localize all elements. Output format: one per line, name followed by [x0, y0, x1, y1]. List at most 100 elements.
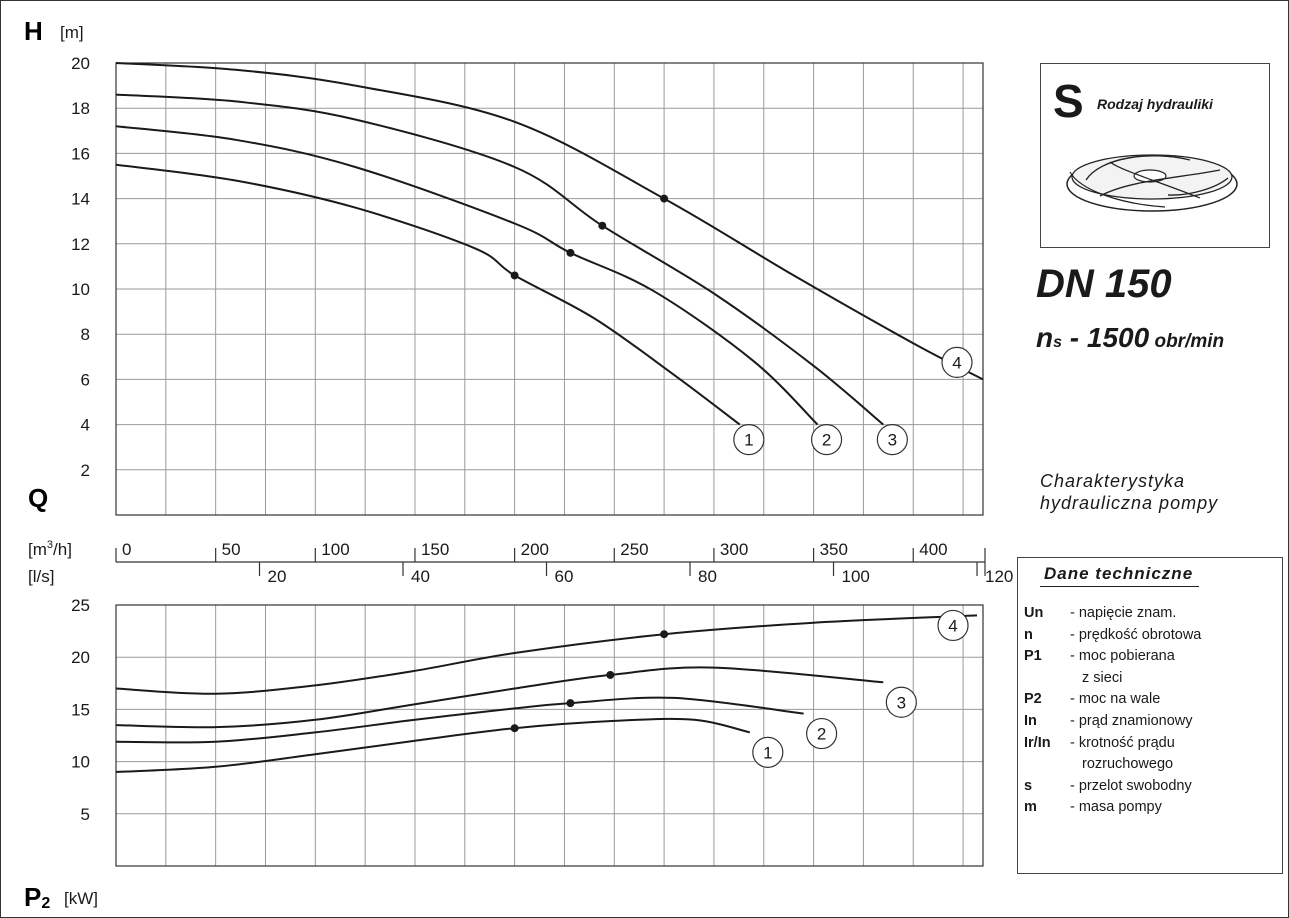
technical-data-key: P1: [1024, 648, 1042, 665]
flow-ls-tick-label: 20: [268, 567, 287, 586]
technical-data-key: n: [1024, 626, 1033, 643]
technical-data-key: [1024, 754, 1070, 776]
flow-m3h-tick-label: 0: [122, 540, 131, 559]
technical-data-row: P2 - moc na wale: [1024, 689, 1201, 711]
flow-unit-m3h: [m3/h]: [28, 539, 72, 559]
head-curve-4: [115, 62, 984, 381]
power-y-tick-label: 25: [71, 596, 90, 615]
technical-data-row: Un - napięcie znam.: [1024, 603, 1201, 625]
head-y-tick-label: 8: [81, 325, 90, 344]
technical-data-box: Dane techniczne Un - napięcie znam. n - prę…: [1017, 557, 1283, 874]
technical-data-list: Un - napięcie znam. n - prędkość obrotowa P1…: [1024, 603, 1201, 819]
technical-data-desc: rozruchowego: [1082, 756, 1174, 773]
head-curve-1: [115, 163, 741, 426]
power-duty-point-2: [566, 699, 575, 708]
power-curve-label-4: 4: [948, 616, 957, 635]
technical-data-desc: z sieci: [1082, 669, 1123, 686]
technical-data-desc: - napięcie znam.: [1070, 605, 1177, 621]
chart-caption-line-1: Charakterystyka: [1040, 471, 1186, 491]
flow-ls-tick-label: 80: [698, 567, 717, 586]
flow-m3h-tick-label: 50: [222, 540, 241, 559]
flow-m3h-tick-label: 300: [720, 540, 748, 559]
head-axis-unit: [m]: [60, 23, 84, 42]
head-y-tick-label: 4: [81, 416, 90, 435]
hydraulics-caption: Rodzaj hydrauliki: [1097, 96, 1213, 112]
head-y-tick-label: 10: [71, 280, 90, 299]
technical-data-row: rozruchowego: [1024, 754, 1201, 776]
technical-data-desc: - prąd znamionowy: [1070, 712, 1193, 729]
technical-data-key: In: [1024, 712, 1037, 729]
head-duty-point-3: [598, 221, 607, 230]
power-curve-label-1: 1: [763, 743, 772, 762]
head-y-tick-label: 20: [71, 54, 90, 73]
technical-data-desc: - przelot swobodny: [1070, 777, 1192, 794]
technical-data-title: Dane techniczne: [1040, 564, 1200, 587]
power-curves: 1 2 3 4: [115, 609, 978, 773]
power-y-tick-label: 5: [81, 805, 90, 824]
power-curve-label-circle-2: [806, 717, 838, 750]
head-curve-label-circle-4: [941, 346, 973, 378]
power-curve-3: [115, 666, 884, 729]
power-y-tick-label: 15: [71, 700, 90, 719]
technical-data-key: [1024, 668, 1070, 690]
technical-data-desc: - krotność prądu: [1070, 734, 1175, 751]
flow-ls-tick-label: 60: [555, 567, 574, 586]
flow-m3h-tick-label: 150: [421, 540, 449, 559]
head-y-tick-label: 12: [71, 235, 90, 254]
flow-ls-tick-label: 40: [411, 567, 430, 586]
technical-data-key: P2: [1024, 691, 1042, 708]
power-y-ticks: 5 10 15 20 25: [71, 596, 90, 824]
technical-data-row: Ir/In - krotność prądu: [1024, 733, 1201, 755]
power-axis-symbol: P2: [24, 882, 50, 912]
technical-data-row: n - prędkość obrotowa: [1024, 625, 1201, 647]
head-y-tick-label: 14: [71, 190, 90, 209]
power-axis-unit: [kW]: [64, 889, 98, 908]
technical-data-key: Un: [1024, 605, 1044, 621]
chart-caption-line-2: hydrauliczna pompy: [1040, 493, 1219, 513]
power-duty-point-1: [510, 724, 519, 733]
power-duty-point-4: [660, 630, 669, 639]
hydraulics-letter: S: [1053, 75, 1084, 127]
head-curve-label-circle-1: [733, 424, 765, 456]
power-y-tick-label: 10: [71, 753, 90, 772]
head-curve-2: [115, 125, 819, 426]
power-y-tick-label: 20: [71, 648, 90, 667]
speed-label: ns - 1500 obr/min: [1036, 322, 1225, 353]
flow-m3h-tick-label: 400: [919, 540, 947, 559]
head-curves: 1 2 3 4: [115, 62, 984, 456]
flow-ls-tick-label: 120: [985, 567, 1013, 586]
flow-m3h-tick-label: 200: [521, 540, 549, 559]
head-curve-label-1: 1: [744, 431, 753, 450]
power-curve-2: [115, 696, 804, 744]
head-plot-grid: [116, 63, 983, 515]
impeller-illustration: [1066, 154, 1238, 212]
head-curve-label-3: 3: [888, 431, 897, 450]
technical-data-desc: - masa pompy: [1070, 799, 1162, 816]
head-curve-label-circle-3: [876, 424, 908, 456]
head-plot-area: [115, 62, 984, 516]
power-curve-label-circle-1: [752, 736, 784, 768]
technical-data-row: In - prąd znamionowy: [1024, 711, 1201, 733]
head-y-ticks: 2 4 6 8 10 12 14 16 18 20: [71, 54, 90, 480]
head-y-tick-label: 2: [81, 461, 90, 480]
power-plot-area: [115, 604, 984, 867]
technical-data-desc: - moc pobierana: [1070, 648, 1175, 665]
head-axis-symbol: H: [24, 16, 43, 46]
technical-data-row: s - przelot swobodny: [1024, 776, 1201, 798]
flow-m3h-tick-label: 350: [820, 540, 848, 559]
power-curve-label-circle-3: [885, 686, 917, 718]
flow-m3h-tick-label: 250: [620, 540, 648, 559]
technical-data-desc: - moc na wale: [1070, 691, 1161, 708]
head-y-tick-label: 16: [71, 144, 90, 163]
chart-caption: Charakterystyka hydrauliczna pompy: [1040, 470, 1218, 514]
hydraulics-type-box: S Rodzaj hydrauliki: [1040, 63, 1270, 248]
model-title: DN 150: [1036, 262, 1172, 306]
technical-data-row: z sieci: [1024, 668, 1201, 690]
power-plot-grid: [116, 605, 983, 866]
head-duty-point-4: [660, 194, 669, 203]
power-curve-label-2: 2: [817, 725, 826, 744]
power-curve-1: [115, 717, 751, 773]
flow-axis-ticks: 0 50 100 150 200 250 300 350 400 20 40 60 80 100 120: [115, 540, 1013, 586]
power-duty-point-3: [606, 670, 615, 679]
